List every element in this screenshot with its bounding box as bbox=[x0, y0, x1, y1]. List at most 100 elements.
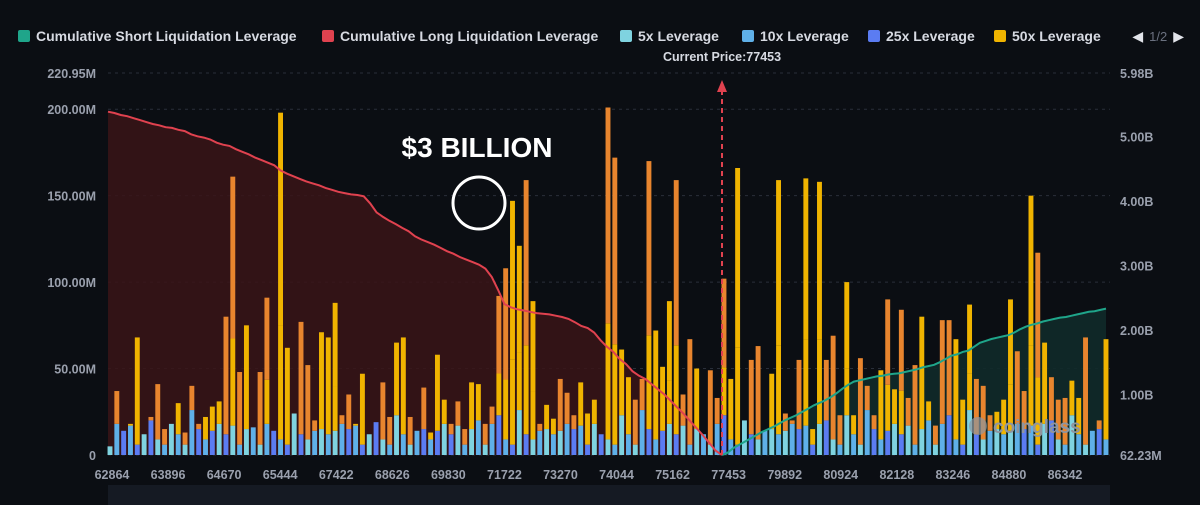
x-tick-label: 71722 bbox=[487, 468, 522, 482]
bar-90 bbox=[721, 278, 727, 455]
legend-item-0[interactable]: Cumulative Short Liquidation Leverage bbox=[18, 28, 297, 44]
bar-59 bbox=[510, 200, 515, 455]
bar-segment-top bbox=[851, 415, 857, 435]
chevron-left-icon[interactable]: ◀ bbox=[1132, 28, 1144, 44]
bar-segment-low bbox=[980, 439, 986, 455]
bar-segment-top bbox=[803, 178, 809, 340]
bar-segment-top bbox=[339, 415, 345, 424]
bar-segment-low bbox=[912, 444, 918, 455]
bar-segment-low bbox=[489, 423, 495, 455]
legend-item-1[interactable]: Cumulative Long Liquidation Leverage bbox=[322, 28, 598, 44]
bar-segment-low bbox=[1083, 444, 1088, 455]
bar-103 bbox=[810, 429, 816, 455]
bar-segment-top bbox=[1069, 380, 1075, 416]
chevron-right-icon[interactable]: ▶ bbox=[1173, 28, 1184, 44]
bar-segment-top bbox=[926, 401, 932, 421]
legend-swatch bbox=[868, 30, 880, 42]
bar-138 bbox=[1048, 377, 1054, 455]
bar-segment-low bbox=[1042, 423, 1048, 455]
bar-segment-low bbox=[319, 429, 324, 455]
legend-swatch bbox=[620, 30, 632, 42]
bar-segment-low bbox=[871, 429, 877, 455]
bar-segment-top bbox=[510, 200, 515, 360]
bar-segment-low bbox=[762, 430, 768, 455]
bar-58 bbox=[503, 268, 509, 455]
bar-30 bbox=[312, 420, 318, 455]
bar-66 bbox=[557, 378, 563, 455]
bar-segment-low bbox=[339, 423, 345, 455]
x-tick-label: 63896 bbox=[151, 468, 186, 482]
bar-segment-top bbox=[237, 372, 243, 445]
bar-segment-low bbox=[830, 439, 836, 455]
bar-segment-top bbox=[530, 301, 536, 392]
bar-71 bbox=[591, 399, 597, 455]
bar-69 bbox=[578, 382, 584, 455]
bar-segment-low bbox=[1048, 420, 1054, 455]
bar-segment-top bbox=[987, 415, 993, 431]
bar-segment-low bbox=[182, 444, 188, 455]
bar-segment-low bbox=[448, 434, 454, 455]
bar-segment-top bbox=[223, 316, 229, 435]
bar-segment-low bbox=[1008, 430, 1013, 455]
bar-segment-low bbox=[632, 444, 638, 455]
bar-segment-low bbox=[264, 423, 270, 455]
bar-122 bbox=[939, 320, 945, 455]
bar-segment-mid bbox=[817, 339, 822, 424]
bar-segment-top bbox=[394, 342, 399, 416]
bar-segment-top bbox=[967, 304, 973, 374]
bar-segment-top bbox=[769, 373, 775, 430]
bar-segment-top bbox=[421, 387, 427, 430]
bar-segment-top bbox=[639, 378, 645, 411]
bar-segment-low bbox=[380, 439, 386, 455]
bar-segment-low bbox=[462, 444, 468, 455]
bar-segment-low bbox=[428, 439, 434, 455]
bar-segment-low bbox=[530, 439, 536, 455]
bar-segment-low bbox=[796, 429, 802, 455]
legend-swatch bbox=[742, 30, 754, 42]
legend-item-3[interactable]: 10x Leverage bbox=[742, 28, 849, 44]
bar-segment-top bbox=[230, 176, 236, 339]
legend-pager[interactable]: ◀ 1/2 ▶ bbox=[1126, 28, 1190, 45]
bar-segment-low bbox=[967, 410, 973, 455]
bar-106 bbox=[830, 335, 836, 455]
bar-segment-low bbox=[960, 444, 966, 455]
bar-segment-top bbox=[605, 107, 611, 324]
y-right-tick-label: 1.00B bbox=[1120, 388, 1153, 402]
bar-segment-top bbox=[284, 347, 290, 445]
bar-108 bbox=[844, 282, 850, 455]
bar-segment-top bbox=[796, 359, 802, 430]
bar-5 bbox=[141, 434, 147, 455]
legend-item-2[interactable]: 5x Leverage bbox=[620, 28, 719, 44]
bar-segment-top bbox=[264, 297, 270, 380]
bar-segment-top bbox=[448, 423, 454, 435]
bar-78 bbox=[639, 378, 645, 455]
legend-item-4[interactable]: 25x Leverage bbox=[868, 28, 975, 44]
bar-segment-top bbox=[748, 359, 754, 435]
bar-55 bbox=[482, 423, 488, 455]
bar-segment-top bbox=[953, 339, 959, 440]
bar-segment-top bbox=[564, 392, 570, 424]
bar-segment-top bbox=[359, 373, 365, 445]
bar-segment-low bbox=[646, 429, 652, 455]
bar-segment-mid bbox=[898, 390, 904, 435]
range-scrollbar[interactable] bbox=[108, 485, 1110, 505]
y-left-tick-label: 200.00M bbox=[47, 103, 96, 117]
bar-7 bbox=[155, 384, 161, 455]
bar-segment-top bbox=[585, 413, 590, 445]
bar-segment-low bbox=[189, 410, 195, 455]
bar-137 bbox=[1042, 342, 1048, 455]
bar-segment-top bbox=[939, 320, 945, 424]
y-left-tick-label: 50.00M bbox=[54, 363, 96, 377]
bar-146 bbox=[1103, 339, 1109, 455]
bar-28 bbox=[298, 321, 304, 455]
bar-46 bbox=[421, 387, 427, 455]
bar-62 bbox=[530, 301, 536, 455]
bar-segment-mid bbox=[332, 386, 338, 431]
bar-6 bbox=[148, 416, 154, 455]
bar-segment-mid bbox=[530, 391, 536, 440]
x-tick-label: 69830 bbox=[431, 468, 466, 482]
legend-item-5[interactable]: 50x Leverage bbox=[994, 28, 1101, 44]
bar-0 bbox=[107, 446, 113, 455]
bar-segment-low bbox=[782, 430, 788, 455]
bar-91 bbox=[728, 378, 734, 455]
